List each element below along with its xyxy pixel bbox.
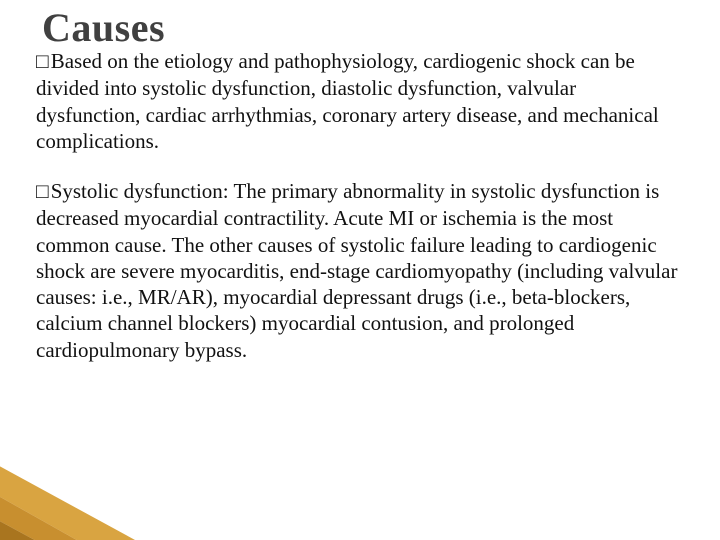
- paragraph-2-lead: Systolic: [51, 179, 119, 203]
- wedge-stripe-2: [0, 480, 130, 540]
- wedge-stripe-3: [0, 505, 90, 540]
- paragraph-1-rest: on the etiology and pathophysiology, car…: [36, 49, 659, 153]
- slide: Causes □Based on the etiology and pathop…: [0, 0, 720, 540]
- wedge-stripe-1: [0, 450, 190, 540]
- bullet-icon: □: [36, 179, 49, 205]
- paragraph-2-rest: dysfunction: The primary abnormality in …: [36, 179, 677, 362]
- wedge-stripe-4: [0, 528, 55, 540]
- bullet-icon: □: [36, 49, 49, 75]
- paragraph-2: □Systolic dysfunction: The primary abnor…: [36, 178, 684, 363]
- paragraph-1-lead: Based: [51, 49, 102, 73]
- corner-wedge-icon: [0, 450, 190, 540]
- paragraph-1: □Based on the etiology and pathophysiolo…: [36, 48, 684, 154]
- body-text: □Based on the etiology and pathophysiolo…: [36, 48, 684, 363]
- slide-title: Causes: [42, 8, 684, 48]
